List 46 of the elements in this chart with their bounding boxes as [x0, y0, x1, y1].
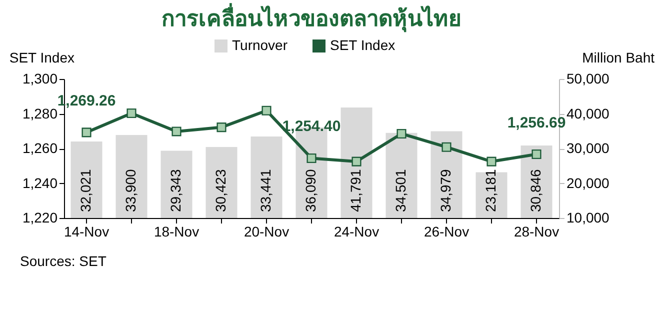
- y2-tick-label: 10,000: [566, 210, 610, 226]
- legend-label: Turnover: [232, 37, 288, 53]
- data-label: 34,979: [438, 168, 454, 212]
- y2-tick-label: 50,000: [566, 70, 610, 86]
- x-tick-label: 28-Nov: [514, 224, 560, 240]
- point: [216, 122, 226, 132]
- point: [306, 153, 316, 164]
- data-label: 29,343: [168, 168, 184, 212]
- data-label: 1,256.69: [507, 114, 566, 132]
- y2-axis-title: Million Baht: [582, 50, 655, 66]
- x-tick-label: 18-Nov: [154, 224, 200, 240]
- point: [532, 149, 542, 160]
- data-label: 32,021: [78, 168, 94, 212]
- y-tick-label: 1,300: [22, 70, 58, 86]
- data-label: 23,181: [482, 168, 498, 212]
- x-tick-label: 14-Nov: [64, 224, 110, 240]
- x-tick-label: 20-Nov: [244, 224, 290, 240]
- x-tick-label: 26-Nov: [424, 224, 470, 240]
- point: [486, 156, 496, 166]
- y-tick-label: 1,260: [22, 140, 58, 156]
- y2-tick-label: 40,000: [566, 105, 610, 122]
- source-note: Sources: SET: [20, 253, 108, 269]
- data-label: 30,423: [212, 168, 228, 212]
- y-tick-label: 1,220: [22, 210, 58, 226]
- point: [82, 128, 92, 138]
- y2-tick-label: 20,000: [566, 174, 610, 191]
- data-label: 41,791: [348, 168, 364, 212]
- point: [262, 106, 272, 116]
- data-label: 1,254.40: [282, 118, 341, 136]
- point: [126, 108, 136, 118]
- data-label: 30,846: [528, 168, 544, 212]
- point: [172, 126, 182, 136]
- point: [442, 142, 452, 152]
- y2-tick-label: 30,000: [566, 140, 610, 156]
- data-label: 33,900: [122, 168, 138, 212]
- point: [352, 156, 362, 166]
- y-axis-title: SET Index: [9, 50, 74, 66]
- data-label: 36,090: [302, 168, 318, 212]
- chart-title: การเคลื่อนไหวของตลาดหุ้นไทย: [162, 2, 462, 33]
- y-tick-label: 1,240: [22, 174, 58, 191]
- x-tick-label: 24-Nov: [334, 224, 380, 240]
- point: [396, 128, 406, 139]
- data-label: 33,441: [258, 168, 274, 212]
- data-label: 34,501: [392, 168, 408, 212]
- legend-label: SET Index: [330, 37, 396, 53]
- y-tick-label: 1,280: [22, 105, 58, 122]
